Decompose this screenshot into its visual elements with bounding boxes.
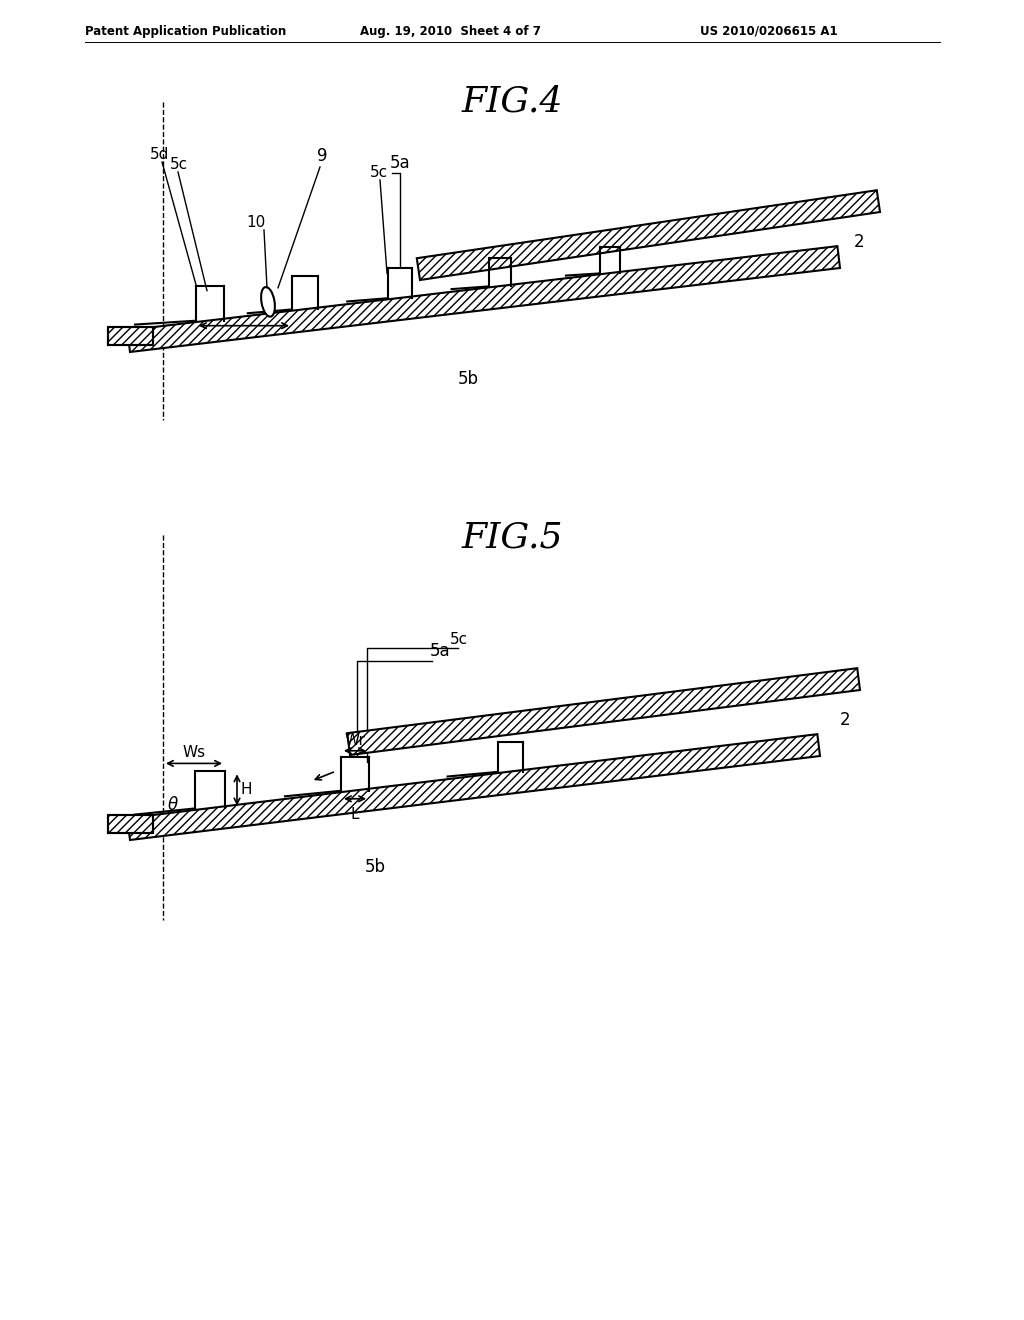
Text: 5c: 5c (170, 157, 188, 172)
Polygon shape (108, 814, 153, 833)
Text: 5b: 5b (458, 370, 478, 388)
Text: Aug. 19, 2010  Sheet 4 of 7: Aug. 19, 2010 Sheet 4 of 7 (360, 25, 541, 38)
Text: L: L (351, 807, 359, 822)
Text: 5c: 5c (450, 632, 468, 647)
Text: FIG.4: FIG.4 (461, 84, 563, 119)
Text: 5a: 5a (430, 642, 451, 660)
Text: Patent Application Publication: Patent Application Publication (85, 25, 287, 38)
Polygon shape (417, 190, 880, 280)
Polygon shape (108, 327, 153, 345)
Text: 5c: 5c (370, 165, 388, 180)
Text: Wr: Wr (344, 733, 366, 747)
Text: 5b: 5b (365, 858, 385, 876)
Polygon shape (127, 734, 820, 840)
Text: θ: θ (168, 796, 178, 813)
Text: H: H (240, 783, 252, 797)
Text: 2: 2 (854, 234, 864, 251)
Polygon shape (127, 246, 840, 352)
Text: 9: 9 (316, 147, 328, 165)
Ellipse shape (261, 286, 274, 317)
Polygon shape (347, 668, 860, 755)
Text: Ws: Ws (182, 746, 206, 760)
Text: 5a: 5a (390, 154, 411, 172)
Text: FIG.5: FIG.5 (461, 520, 563, 554)
Text: 10: 10 (247, 215, 265, 230)
Text: 2: 2 (840, 711, 851, 729)
Text: 5d: 5d (150, 147, 169, 162)
Text: US 2010/0206615 A1: US 2010/0206615 A1 (700, 25, 838, 38)
